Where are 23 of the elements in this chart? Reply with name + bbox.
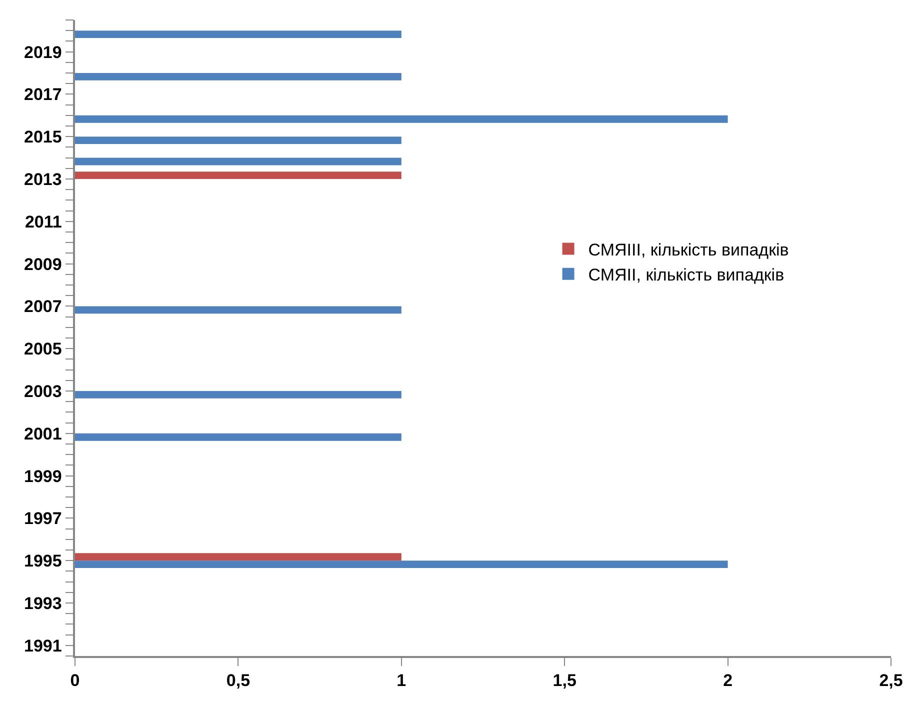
y-tick-label: 2013 [24, 170, 62, 189]
x-tick-label: 0,5 [226, 671, 250, 690]
y-tick-label: 2019 [24, 42, 62, 62]
x-tick-label: 1,5 [552, 671, 576, 690]
y-tick-label: 2009 [24, 254, 62, 274]
y-tick-label: 2001 [24, 424, 62, 444]
x-tick-label: 1 [396, 671, 406, 690]
x-tick-label: 2 [723, 671, 733, 690]
y-tick-label: 2005 [24, 340, 62, 359]
x-tick-label: 2,5 [879, 671, 903, 690]
y-tick-label: 1997 [24, 509, 62, 528]
legend-label: СМЯІІІ, кількість випадків [588, 240, 789, 260]
y-tick-label: 2011 [24, 212, 62, 232]
legend-label: СМЯІІ, кількість випадків [588, 265, 784, 284]
y-tick-label: 2017 [24, 85, 62, 104]
y-tick-label: 2003 [24, 382, 62, 401]
y-tick-label: 1993 [24, 594, 62, 613]
y-tick-label: 1991 [24, 636, 62, 656]
y-tick-label: 2015 [24, 128, 62, 147]
y-tick-label: 1999 [24, 466, 62, 486]
y-tick-label: 2007 [24, 297, 62, 316]
y-tick-label: 1995 [24, 552, 62, 571]
x-tick-label: 0 [70, 671, 80, 690]
